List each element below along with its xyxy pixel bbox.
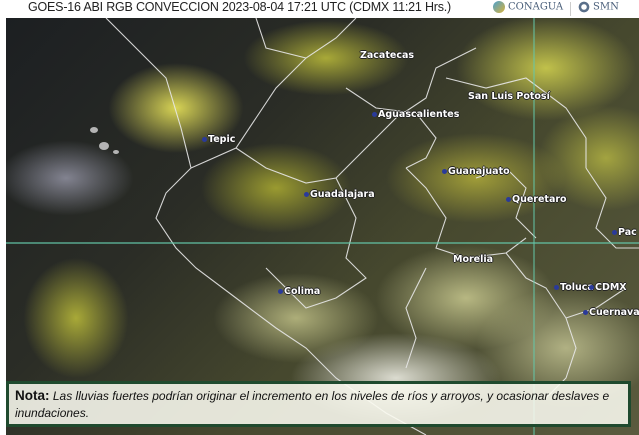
city-dot-icon — [583, 310, 588, 315]
city-label-cdmx: CDMX — [589, 282, 627, 293]
city-name: Pac — [618, 227, 637, 238]
smn-logo: SMN — [578, 1, 619, 13]
city-dot-icon — [202, 137, 207, 142]
city-name: Morelia — [453, 254, 494, 265]
city-label-zacatecas: Zacatecas — [360, 50, 414, 61]
city-name: Guadalajara — [310, 189, 375, 200]
city-name: Guanajuato — [448, 166, 510, 177]
city-label-queretaro: Queretaro — [506, 194, 567, 205]
city-dot-icon — [278, 289, 283, 294]
header: GOES-16 ABI RGB CONVECCION 2023-08-04 17… — [0, 0, 639, 18]
note-text: Las lluvias fuertes podrían originar el … — [15, 389, 610, 420]
city-name: Cuernavaca — [589, 307, 639, 318]
city-label-toluca: Toluca — [554, 282, 594, 293]
latitude-line — [6, 242, 639, 244]
city-dot-icon — [612, 230, 617, 235]
city-dot-icon — [506, 197, 511, 202]
city-dot-icon — [442, 169, 447, 174]
conagua-logo-text: CONAGUA — [508, 1, 564, 13]
city-name: CDMX — [595, 282, 627, 293]
city-dot-icon — [589, 285, 594, 290]
city-name: Zacatecas — [360, 50, 415, 61]
city-label-aguascalientes: Aguascalientes — [372, 109, 459, 120]
city-label-guanajuato: Guanajuato — [442, 166, 510, 177]
image-title: GOES-16 ABI RGB CONVECCION 2023-08-04 17… — [28, 0, 452, 14]
city-name: Toluca — [560, 282, 594, 293]
satellite-map[interactable]: Zacatecas San Luis Potosí Aguascalientes… — [6, 18, 639, 435]
city-name: Aguascalientes — [378, 109, 460, 120]
conagua-logo: CONAGUA — [493, 1, 563, 13]
city-name: Tepic — [208, 134, 236, 145]
city-label-tepic: Tepic — [202, 134, 235, 145]
city-dot-icon — [372, 112, 377, 117]
city-label-guadalajara: Guadalajara — [304, 189, 375, 200]
conagua-drop-icon — [493, 1, 505, 13]
city-name: San Luis Potosí — [468, 91, 550, 102]
city-label-pachuca: Pac — [612, 227, 637, 238]
city-label-colima: Colima — [278, 286, 320, 297]
city-name: Colima — [284, 286, 321, 297]
city-dot-icon — [554, 285, 559, 290]
city-name: Queretaro — [512, 194, 567, 205]
state-borders — [90, 18, 639, 435]
note-box: Nota: Las lluvias fuertes podrían origin… — [6, 381, 631, 427]
smn-logo-text: SMN — [593, 1, 619, 13]
city-label-morelia: Morelia — [453, 254, 493, 265]
city-label-san-luis-potosi: San Luis Potosí — [468, 91, 550, 102]
longitude-line — [533, 18, 535, 435]
logo-divider — [570, 2, 571, 16]
smn-gear-icon — [578, 1, 590, 13]
city-label-cuernavaca: Cuernavaca — [583, 307, 639, 318]
city-dot-icon — [304, 192, 309, 197]
note-label: Nota: — [15, 388, 50, 403]
